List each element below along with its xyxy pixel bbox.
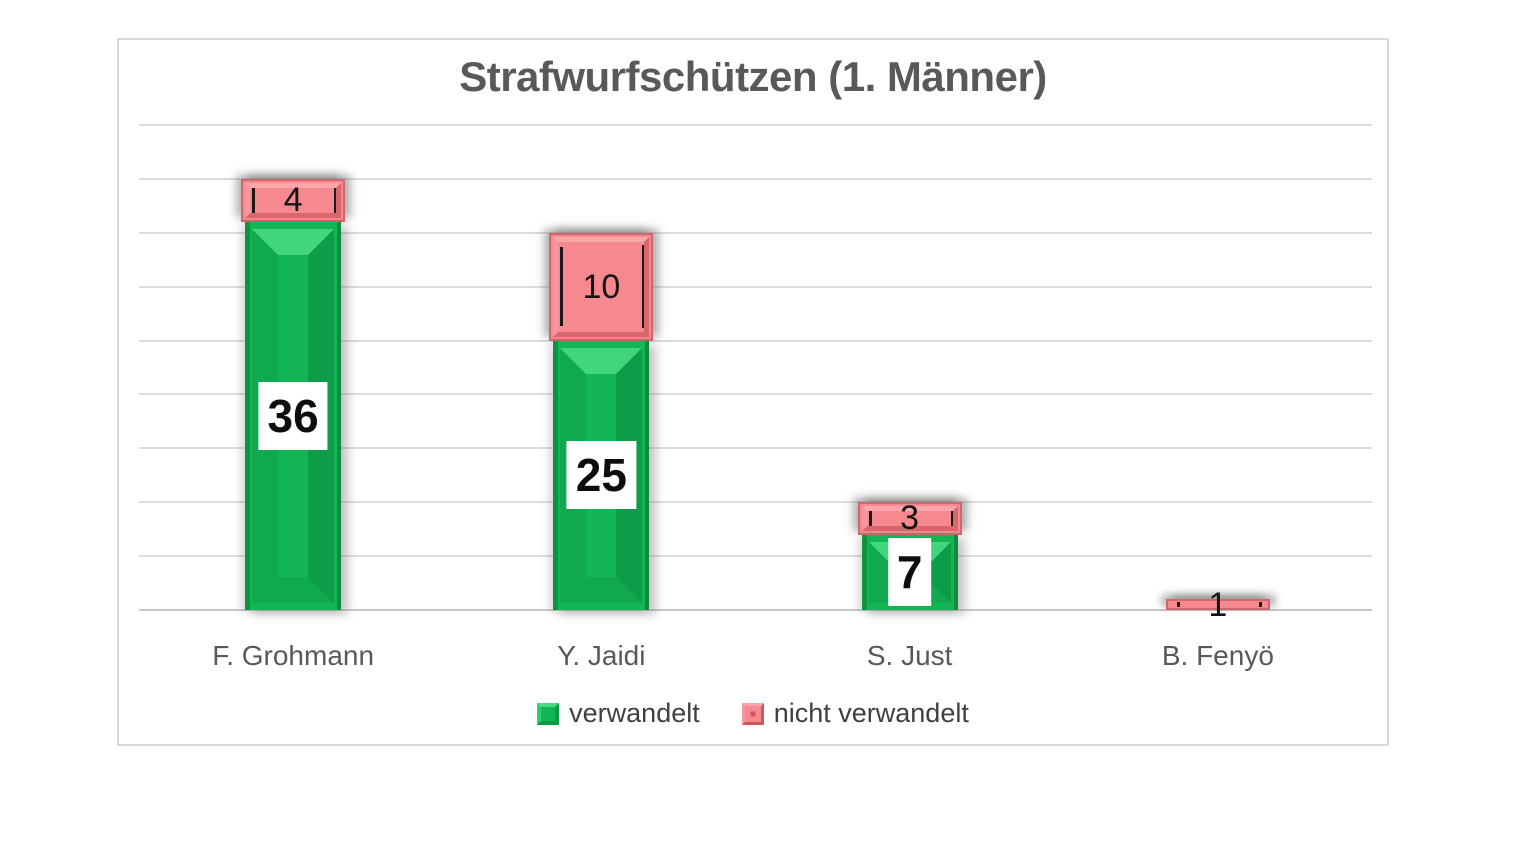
chart-frame: Strafwurfschützen (1. Männer) 4 36 10 25 3 7 1… (117, 38, 1389, 746)
bar-group: 10 25 (549, 232, 654, 611)
category-axis: F. Grohmann Y. Jaidi S. Just B. Fenyö (139, 640, 1372, 680)
bar-bevel (245, 182, 342, 218)
data-label: 4 (283, 181, 303, 220)
gridline (139, 555, 1372, 558)
bar-segment-nicht-verwandelt: 1 (1165, 588, 1270, 622)
gridline (139, 501, 1372, 504)
legend-swatch-nicht-verwandelt-icon (741, 702, 764, 725)
data-label: 10 (582, 267, 621, 306)
data-label: 3 (900, 499, 920, 538)
legend-item-nicht-verwandelt: nicht verwandelt (741, 698, 969, 729)
chart-title: Strafwurfschützen (1. Männer) (459, 53, 1047, 100)
plot-area: 4 36 10 25 3 7 1 (139, 124, 1372, 622)
data-label: 1 (1208, 585, 1228, 624)
legend-swatch-verwandelt-icon (537, 702, 560, 725)
data-label: 36 (258, 382, 328, 450)
gridline (139, 339, 1372, 342)
data-label: 7 (887, 538, 932, 607)
bar-group: 4 36 (241, 178, 346, 610)
category-label: Y. Jaidi (557, 640, 646, 671)
bar-segment-nicht-verwandelt: 10 (549, 232, 654, 341)
legend-item-verwandelt: verwandelt (537, 698, 700, 729)
gridline (139, 447, 1372, 450)
gridline (139, 285, 1372, 288)
data-label: 25 (566, 441, 636, 510)
legend-label-nicht-verwandelt: nicht verwandelt (773, 698, 969, 728)
bar-segment-nicht-verwandelt: 4 (241, 178, 346, 222)
bar-segment-nicht-verwandelt: 3 (857, 499, 962, 538)
bar-bevel (560, 347, 643, 603)
category-label: F. Grohmann (212, 640, 375, 671)
category-label: B. Fenyö (1161, 640, 1274, 671)
bar-bevel (553, 236, 650, 337)
bar-group: 1 (1165, 588, 1270, 622)
bar-segment-verwandelt: 25 (553, 340, 650, 611)
gridline (139, 231, 1372, 234)
x-axis-line (139, 609, 1372, 611)
gridline (139, 393, 1372, 396)
gridline (139, 124, 1372, 126)
bar-bevel (861, 506, 958, 531)
legend: verwandelt nicht verwandelt (119, 698, 1387, 729)
gridline (139, 177, 1372, 180)
bar-segment-verwandelt: 36 (245, 222, 342, 610)
legend-label-verwandelt: verwandelt (569, 698, 700, 728)
category-label: S. Just (866, 640, 953, 671)
bar-segment-verwandelt: 7 (861, 534, 958, 611)
